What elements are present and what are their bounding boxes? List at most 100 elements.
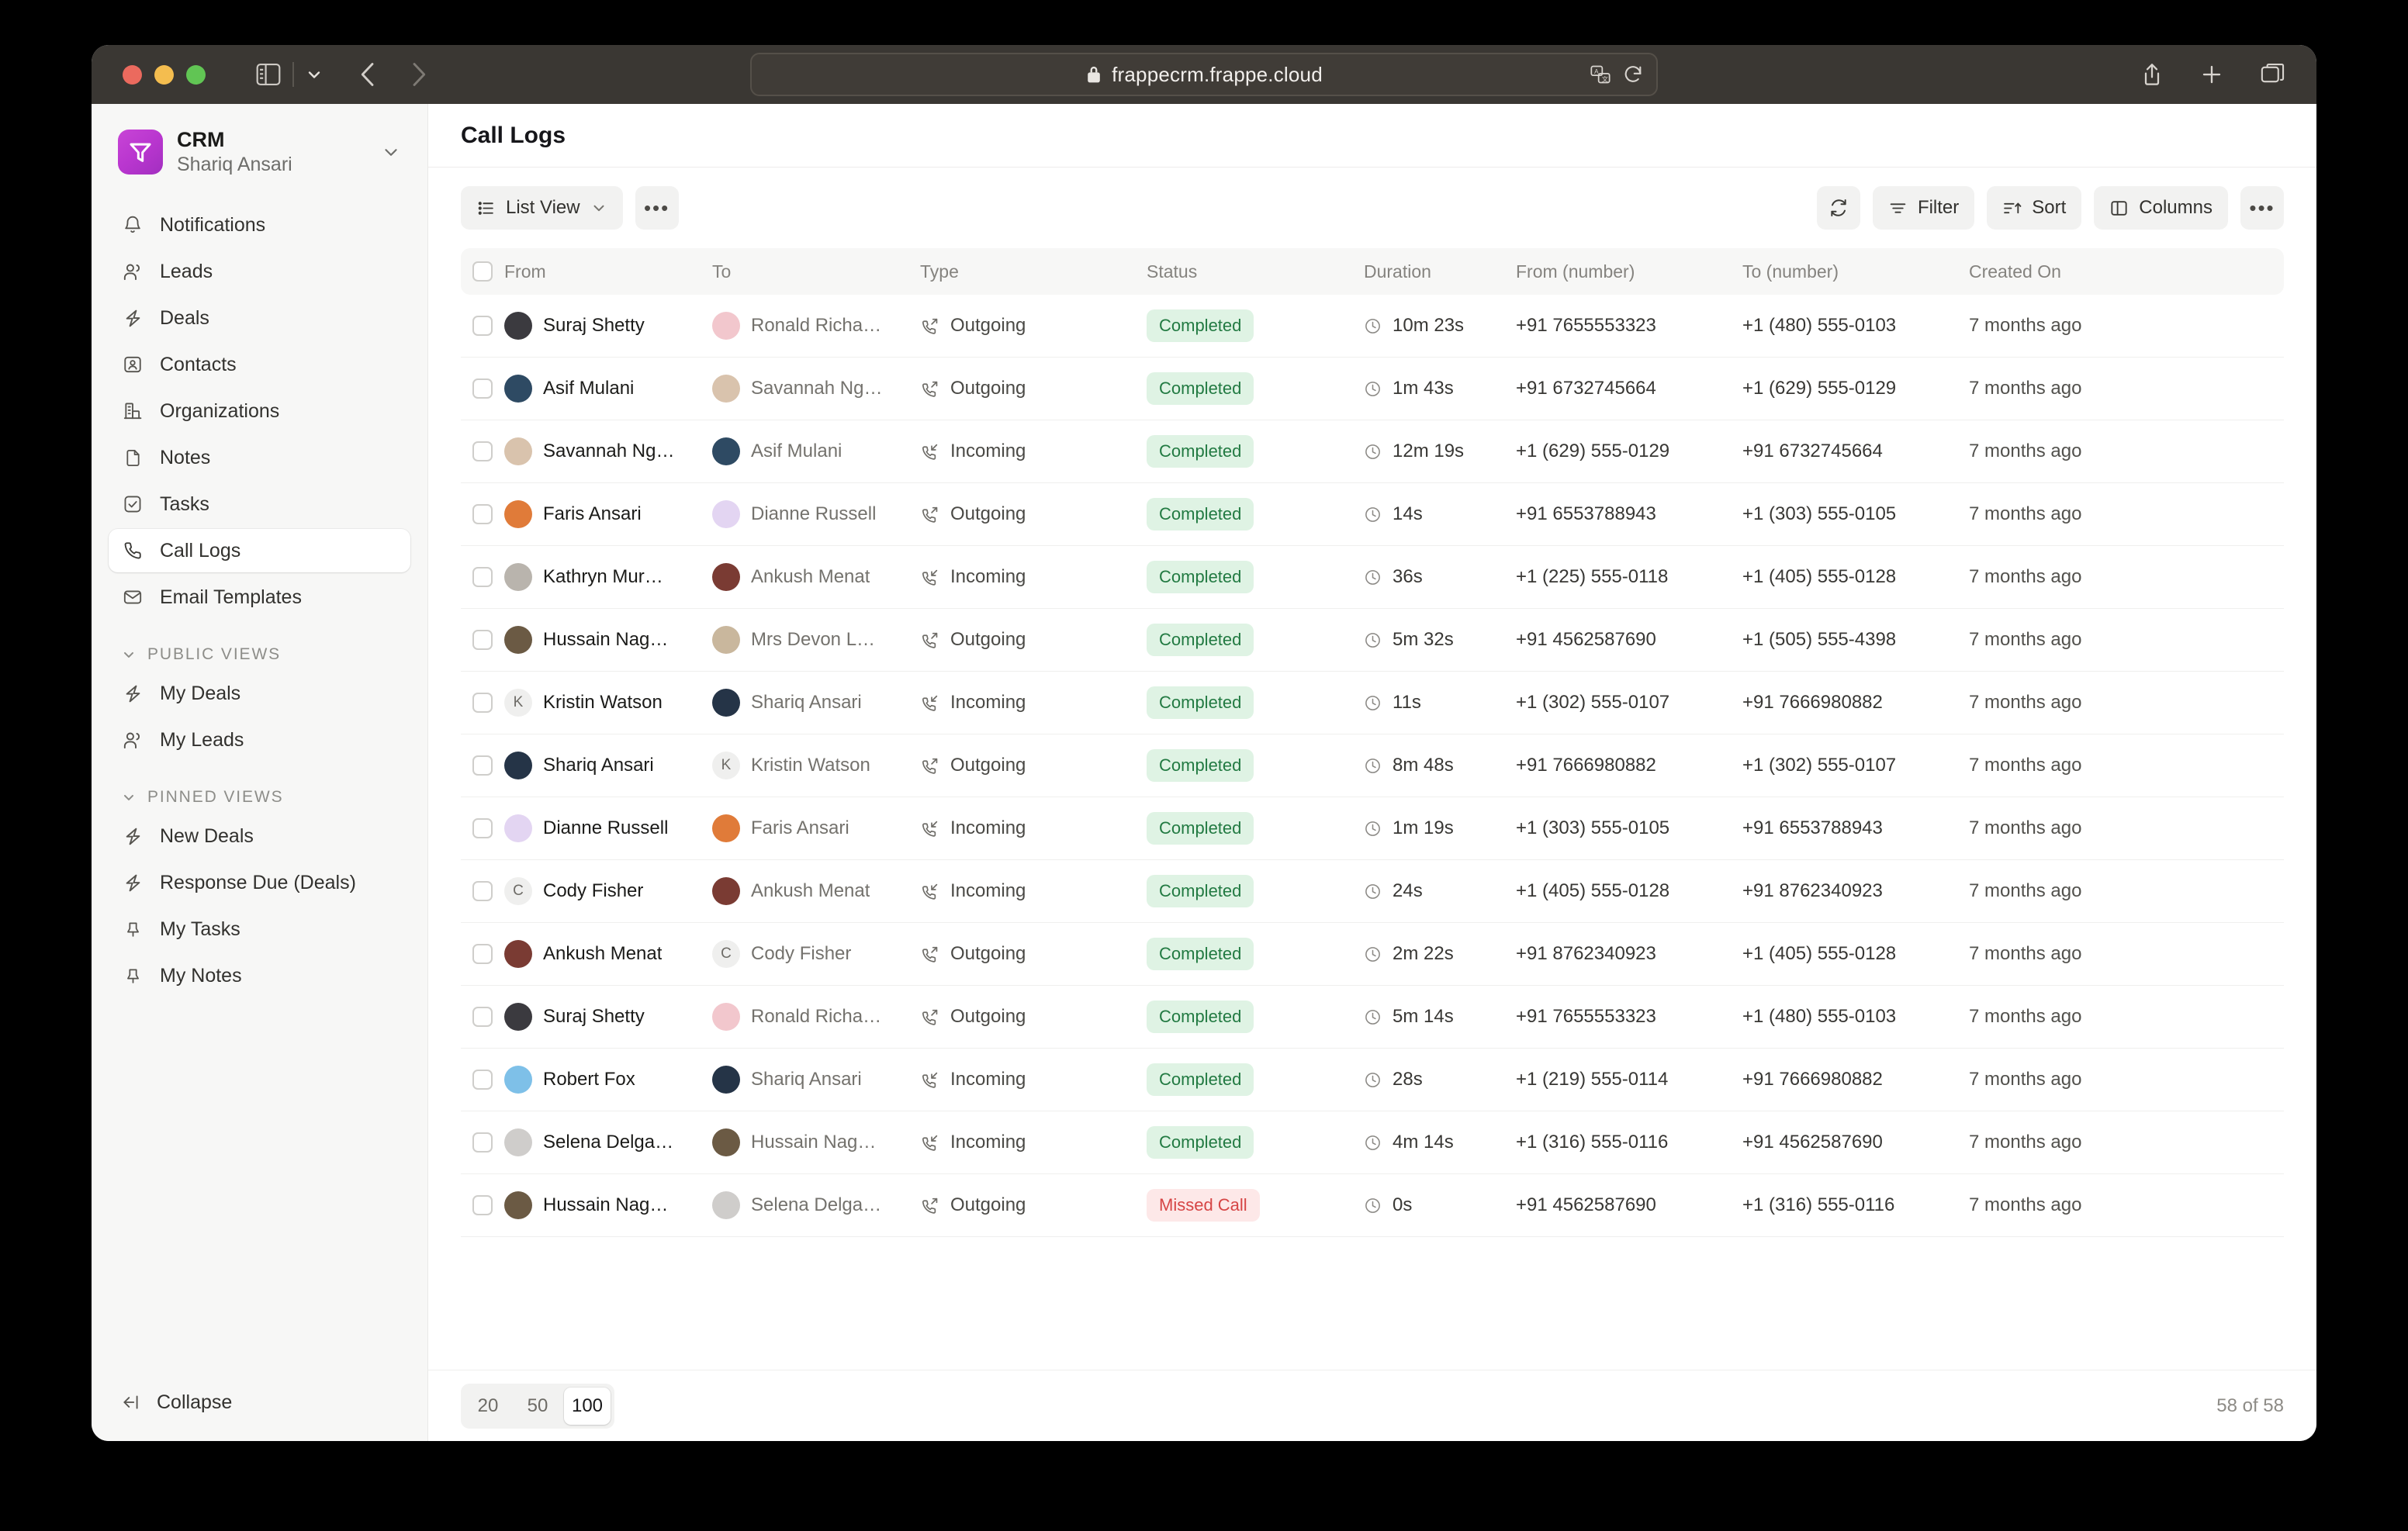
table-row[interactable]: Suraj Shetty Ronald Richa… Outgoing Complet…	[461, 295, 2284, 358]
table-row[interactable]: Dianne Russell Faris Ansari Incoming Comple…	[461, 797, 2284, 860]
tab-overview-icon[interactable]	[2261, 63, 2285, 86]
sidebar-item-notes[interactable]: Notes	[109, 436, 410, 479]
avatar: K	[712, 752, 740, 779]
columns-button[interactable]: Columns	[2094, 186, 2228, 230]
row-checkbox[interactable]	[461, 378, 504, 399]
minimize-window-button[interactable]	[154, 64, 174, 85]
filter-button[interactable]: Filter	[1872, 186, 1975, 230]
column-header-status[interactable]: Status	[1147, 261, 1198, 282]
row-checkbox[interactable]	[461, 881, 504, 901]
table-row[interactable]: Suraj Shetty Ronald Richa… Outgoing Complet…	[461, 986, 2284, 1049]
avatar	[504, 437, 532, 465]
bolt-icon	[121, 683, 144, 704]
share-icon[interactable]	[2141, 62, 2163, 87]
back-arrow-icon[interactable]	[358, 60, 378, 88]
table-row[interactable]: K Kristin Watson Shariq Ansari Incoming Comp…	[461, 672, 2284, 734]
row-checkbox[interactable]	[461, 630, 504, 650]
cell-from: Suraj Shetty	[504, 312, 712, 340]
collapse-sidebar-button[interactable]: Collapse	[109, 1381, 410, 1424]
row-checkbox[interactable]	[461, 1132, 504, 1153]
sidebar-toggle-icon[interactable]	[255, 63, 282, 86]
refresh-button[interactable]	[1816, 186, 1860, 230]
column-header-duration[interactable]: Duration	[1364, 261, 1431, 282]
page-header: Call Logs	[428, 104, 2316, 168]
table-row[interactable]: Hussain Nag… Mrs Devon L… Outgoing Complete…	[461, 609, 2284, 672]
sidebar-item-response-due-deals[interactable]: Response Due (Deals)	[109, 861, 410, 904]
column-header-from[interactable]: From	[504, 261, 546, 282]
column-header-type[interactable]: Type	[920, 261, 959, 282]
table-row[interactable]: Selena Delga… Hussain Nag… Incoming Complet…	[461, 1111, 2284, 1174]
to-name: Selena Delga…	[751, 1194, 882, 1215]
row-checkbox[interactable]	[461, 944, 504, 964]
table-row[interactable]: Shariq Ansari K Kristin Watson Outgoing Comp…	[461, 734, 2284, 797]
sort-button[interactable]: Sort	[1987, 186, 2082, 230]
column-header-created-on[interactable]: Created On	[1969, 261, 2061, 282]
cell-created-on: 7 months ago	[1969, 629, 2284, 651]
sidebar-item-my-leads[interactable]: My Leads	[109, 718, 410, 762]
cell-to: Selena Delga…	[712, 1191, 920, 1219]
table-row[interactable]: C Cody Fisher Ankush Menat Incoming Complete…	[461, 860, 2284, 923]
page-size-100[interactable]: 100	[564, 1387, 611, 1425]
list-more-button[interactable]: •••	[2240, 186, 2284, 230]
to-name: Ronald Richa…	[751, 315, 882, 336]
sidebar-item-organizations[interactable]: Organizations	[109, 389, 410, 433]
table-row[interactable]: Kathryn Mur… Ankush Menat Incoming Complete…	[461, 546, 2284, 609]
row-checkbox[interactable]	[461, 1195, 504, 1215]
table-header-row: From To Type Status Duration From (numbe…	[461, 248, 2284, 295]
sidebar-item-call-logs[interactable]: Call Logs	[109, 529, 410, 573]
to-name: Ankush Menat	[751, 880, 870, 901]
clock-icon	[1364, 443, 1382, 461]
from-number-label: +1 (303) 555-0105	[1516, 817, 1670, 838]
pinned-views-header[interactable]: PINNED VIEWS	[109, 788, 410, 807]
row-checkbox[interactable]	[461, 1007, 504, 1027]
duration-label: 28s	[1393, 1069, 1423, 1090]
column-header-to[interactable]: To	[712, 261, 732, 282]
row-checkbox[interactable]	[461, 441, 504, 461]
maximize-window-button[interactable]	[186, 64, 206, 85]
close-window-button[interactable]	[123, 64, 142, 85]
table-row[interactable]: Asif Mulani Savannah Ng… Outgoing Completed…	[461, 358, 2284, 420]
sidebar-item-new-deals[interactable]: New Deals	[109, 814, 410, 858]
sidebar-item-leads[interactable]: Leads	[109, 250, 410, 293]
row-checkbox[interactable]	[461, 504, 504, 524]
row-checkbox[interactable]	[461, 818, 504, 838]
page-size-50[interactable]: 50	[514, 1388, 561, 1425]
select-all-checkbox[interactable]	[461, 261, 504, 282]
column-header-from-number[interactable]: From (number)	[1516, 261, 1635, 282]
row-checkbox[interactable]	[461, 316, 504, 336]
sidebar-item-my-deals[interactable]: My Deals	[109, 672, 410, 715]
table-row[interactable]: Ankush Menat C Cody Fisher Outgoing Complete…	[461, 923, 2284, 986]
table-row[interactable]: Savannah Ng… Asif Mulani Incoming Completed…	[461, 420, 2284, 483]
reload-icon[interactable]	[1622, 64, 1644, 85]
cell-status: Completed	[1147, 372, 1364, 405]
public-views-header[interactable]: PUBLIC VIEWS	[109, 645, 410, 664]
avatar	[712, 1191, 740, 1219]
bolt-icon	[121, 873, 144, 893]
chevron-down-icon[interactable]	[305, 65, 323, 84]
sort-icon	[2002, 199, 2022, 218]
column-header-to-number[interactable]: To (number)	[1742, 261, 1839, 282]
sidebar-item-email-templates[interactable]: Email Templates	[109, 575, 410, 619]
sidebar-item-notifications[interactable]: Notifications	[109, 203, 410, 247]
row-checkbox[interactable]	[461, 693, 504, 713]
sidebar-item-tasks[interactable]: Tasks	[109, 482, 410, 526]
plus-icon[interactable]	[2200, 63, 2223, 86]
row-checkbox[interactable]	[461, 1070, 504, 1090]
page-size-20[interactable]: 20	[465, 1388, 511, 1425]
view-more-button[interactable]: •••	[635, 186, 679, 230]
table-row[interactable]: Faris Ansari Dianne Russell Outgoing Comple…	[461, 483, 2284, 546]
row-checkbox[interactable]	[461, 755, 504, 776]
workspace-switcher[interactable]: CRM Shariq Ansari	[109, 118, 410, 186]
table-row[interactable]: Robert Fox Shariq Ansari Incoming Completed…	[461, 1049, 2284, 1111]
forward-arrow-icon[interactable]	[409, 60, 429, 88]
view-selector-button[interactable]: List View	[461, 186, 623, 230]
sidebar-item-contacts[interactable]: Contacts	[109, 343, 410, 386]
sidebar-item-deals[interactable]: Deals	[109, 296, 410, 340]
sidebar-item-my-tasks[interactable]: My Tasks	[109, 907, 410, 951]
sidebar-item-my-notes[interactable]: My Notes	[109, 954, 410, 997]
table-row[interactable]: Hussain Nag… Selena Delga… Outgoing Missed …	[461, 1174, 2284, 1237]
row-checkbox[interactable]	[461, 567, 504, 587]
